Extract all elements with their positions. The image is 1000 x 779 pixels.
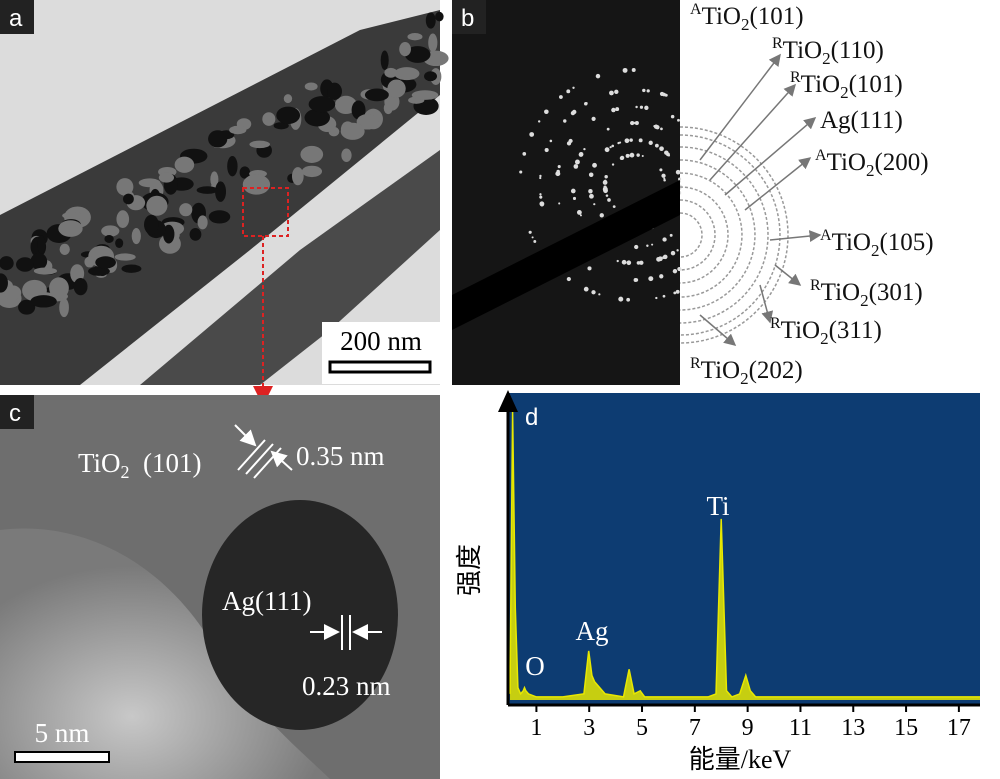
peak-label: Ti: [706, 491, 729, 521]
panel-label-box: [452, 0, 486, 34]
ag-spacing: 0.23 nm: [302, 671, 391, 701]
leader-arrow: [709, 83, 797, 181]
panel-label: a: [9, 5, 23, 32]
panel-label: b: [461, 5, 474, 32]
ring-label: ATiO2(200): [815, 147, 929, 180]
leader-arrow: [759, 284, 774, 324]
tio2-spacing: 0.35 nm: [296, 441, 385, 471]
lattice-markers: [234, 424, 382, 650]
leader-arrow: [699, 53, 781, 161]
beam-stop: [452, 180, 680, 330]
ring-label: RTiO2(202): [690, 355, 803, 388]
ring-label: ATiO2(105): [820, 227, 934, 260]
scale-bar: [14, 751, 110, 763]
panel-label-box: [0, 395, 34, 429]
x-tick-label: 1: [530, 715, 542, 741]
scale-bar: [328, 360, 432, 374]
spectrum-line: [509, 411, 980, 698]
leader-arrow: [744, 157, 812, 211]
ag-particle: [202, 500, 398, 730]
leader-arrow: [699, 314, 737, 346]
x-tick-label: 7: [689, 715, 701, 741]
ring-label: RTiO2(110): [772, 35, 884, 68]
leader-arrow: [769, 230, 822, 243]
panel-label-box: [0, 0, 34, 34]
ring-label: RTiO2(301): [810, 277, 923, 310]
y-axis-arrow: [498, 390, 518, 412]
ring-label: RTiO2(101): [790, 69, 903, 102]
x-tick-label: 5: [636, 715, 648, 741]
scale-bar-label: 5 nm: [35, 718, 90, 748]
panel-label: d: [525, 404, 538, 431]
selection-box: [242, 187, 289, 237]
pores: [0, 11, 449, 318]
x-tick-label: 11: [789, 715, 812, 741]
panel-c: TiO2 (101) 0.35 nm Ag(111) 0.23 nm c 5 n…: [0, 395, 440, 779]
x-axis-title: 能量/keV: [689, 745, 792, 774]
x-tick-label: 3: [583, 715, 595, 741]
panel-b: b ATiO2(101)RTiO2(110)RTiO2(101)Ag(111)A…: [452, 0, 934, 388]
y-axis-title: 强度: [455, 544, 484, 596]
x-tick-label: 9: [742, 715, 754, 741]
ring-schematic: [679, 126, 789, 344]
x-tick-label: 15: [894, 715, 918, 741]
ring-label: ATiO2(101): [690, 1, 804, 34]
x-tick-label: 13: [841, 715, 865, 741]
saed-image: [452, 0, 680, 385]
ring-labels: ATiO2(101)RTiO2(110)RTiO2(101) Ag(111) ATi…: [690, 1, 934, 388]
ring-label: RTiO2(311): [770, 315, 882, 348]
panel-label: c: [9, 400, 21, 427]
ring-label: Ag(111): [820, 107, 903, 134]
substrate: [0, 528, 330, 779]
leader-arrow: [724, 117, 817, 196]
panel-a: a 200 nm: [0, 0, 449, 406]
plot-area: [508, 393, 980, 705]
peak-label: Ag: [576, 616, 609, 646]
leader-arrow: [774, 264, 802, 286]
scale-bar-box: [322, 322, 440, 384]
nanorod: [140, 150, 440, 385]
x-tick-label: 17: [947, 715, 971, 741]
scale-bar-label: 200 nm: [340, 326, 422, 356]
peak-label: O: [525, 651, 545, 681]
ag-label: Ag(111): [222, 586, 311, 616]
tio2-label: TiO2 (101): [78, 448, 202, 482]
